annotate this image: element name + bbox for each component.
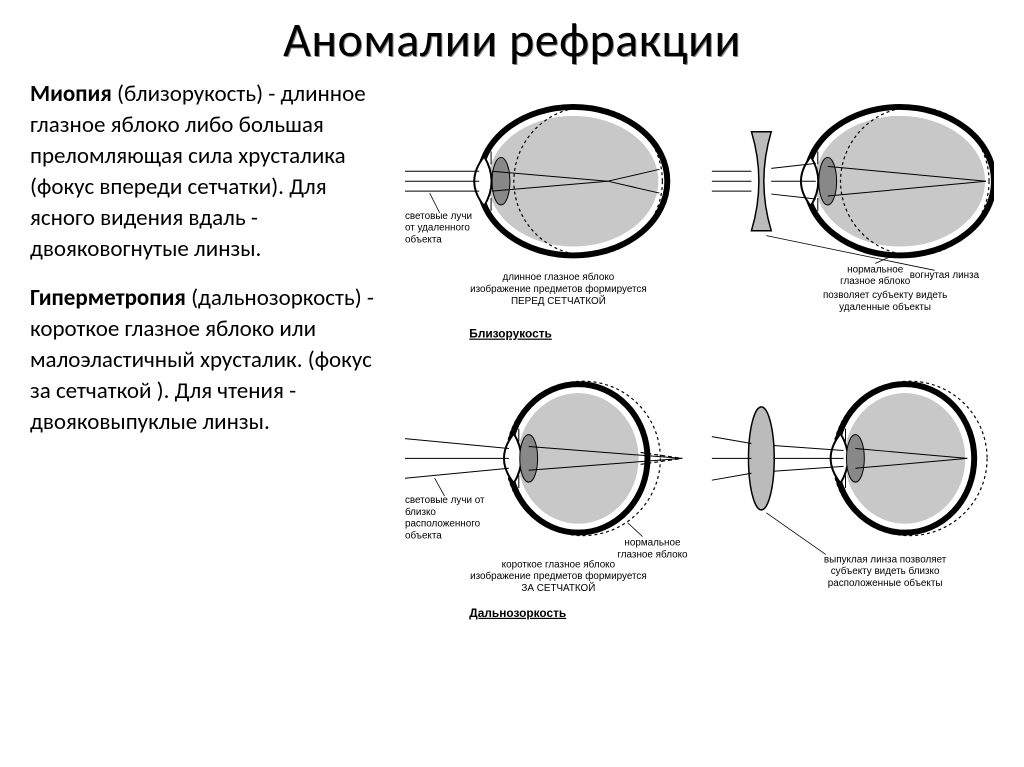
label-concave-lens: вогнутая линза <box>910 270 980 281</box>
hyperopia-uncorrected: световые лучи от близко расположенного о… <box>405 381 688 594</box>
label-long-eye-2: изображение предметов формируется <box>470 284 647 295</box>
myopia-paragraph: Миопия (близорукость) - длинное глазное … <box>30 79 390 265</box>
label-rays-near-2: близко <box>405 507 436 518</box>
myopia-uncorrected: световые лучи от удаленного объекта длин… <box>405 107 667 307</box>
label-short-eye-3: ЗА СЕТЧАТКОЙ <box>521 582 595 594</box>
label-short-eye-1: короткое глазное яблоко <box>502 559 616 570</box>
slide-title: Аномалии рефракции <box>30 10 994 69</box>
label-rays-far-3: объекта <box>405 235 442 246</box>
text-column: Миопия (близорукость) - длинное глазное … <box>30 79 390 719</box>
label-short-eye-2: изображение предметов формируется <box>470 571 647 582</box>
label-long-eye-3: ПЕРЕД СЕТЧАТКОЙ <box>511 295 606 307</box>
label-concave-caption-1: позволяет субъекту видеть <box>823 290 947 301</box>
label-normal-eye-h2: глазное яблоко <box>617 549 688 560</box>
myopia-corrected: нормальное глазное яблоко вогнутая линза… <box>712 107 994 313</box>
label-rays-near-4: объекта <box>405 531 442 542</box>
label-normal-eye-m2: глазное яблоко <box>840 276 911 287</box>
myopia-term: Миопия <box>30 80 112 108</box>
label-rays-near-3: расположенного <box>405 519 481 530</box>
label-myopia-title: Близорукость <box>469 327 552 341</box>
hyperopia-corrected: выпуклая линза позволяет субъекту видеть… <box>712 381 987 589</box>
label-convex-1: выпуклая линза позволяет <box>824 554 947 565</box>
label-rays-far-1: световые лучи <box>405 211 472 222</box>
diagram-column: световые лучи от удаленного объекта длин… <box>400 79 994 719</box>
content-row: Миопия (близорукость) - длинное глазное … <box>30 79 994 719</box>
label-normal-eye-m1: нормальное <box>847 264 904 275</box>
hyperopia-term: Гиперметропия <box>30 284 186 312</box>
label-convex-2: субъекту видеть близко <box>831 566 940 577</box>
label-hyperopia-title: Дальнозоркость <box>469 606 566 620</box>
slide: Аномалии рефракции Миопия (близорукость)… <box>0 0 1024 767</box>
label-rays-far-2: от удаленного <box>405 223 470 234</box>
label-normal-eye-h1: нормальное <box>624 538 681 549</box>
refraction-diagram: световые лучи от удаленного объекта длин… <box>400 79 994 719</box>
hyperopia-paragraph: Гиперметропия (дальнозоркость) - коротко… <box>30 283 390 438</box>
label-long-eye-1: длинное глазное яблоко <box>503 272 615 283</box>
label-rays-near-1: световые лучи от <box>405 495 485 506</box>
label-convex-3: расположенные объекты <box>828 578 943 589</box>
label-concave-caption-2: удаленные объекты <box>839 302 931 313</box>
